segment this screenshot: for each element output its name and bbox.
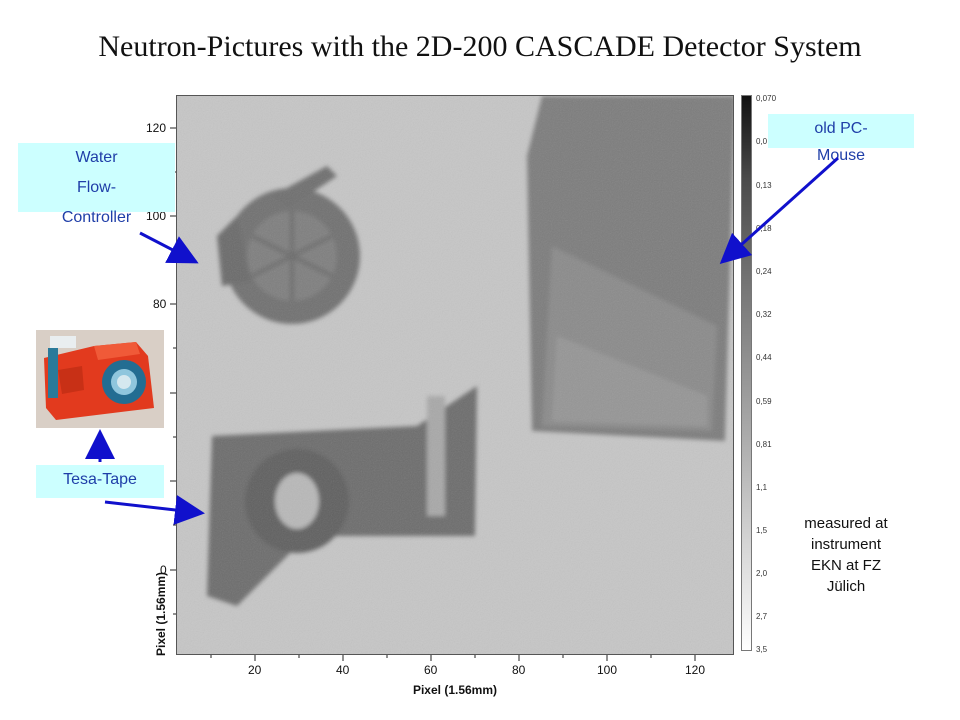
- note-line: measured at: [804, 515, 888, 532]
- callout-line: Controller: [61, 209, 132, 226]
- colorbar-label: 0,070: [756, 94, 777, 103]
- colorbar-label: 0,24: [756, 267, 772, 276]
- x-axis-label: Pixel (1.56mm): [412, 683, 498, 697]
- note-line: instrument: [810, 536, 882, 553]
- note-line: Jülich: [826, 578, 866, 595]
- water-flow-controller-callout: Water Flow- Controller: [18, 143, 175, 226]
- x-tick-label: 120: [685, 663, 706, 677]
- colorbar-label: 2,7: [756, 612, 768, 621]
- colorbar-label: 0,13: [756, 181, 772, 190]
- neutron-image: [177, 96, 733, 654]
- page-title: Neutron-Pictures with the 2D-200 CASCADE…: [98, 30, 862, 63]
- colorbar-label: 3,5: [756, 645, 768, 654]
- callout-line: old PC-: [814, 120, 868, 137]
- y-tick-label: 120: [146, 121, 167, 135]
- colorbar-label: 0,0: [756, 137, 768, 146]
- colorbar-label: 0,44: [756, 353, 772, 362]
- colorbar-label: 1,5: [756, 526, 768, 535]
- callout-line: Mouse: [816, 147, 866, 164]
- tesa-tape-photo: [36, 330, 164, 428]
- callout-line: Flow-: [76, 179, 117, 196]
- colorbar-label: 1,1: [756, 483, 768, 492]
- neutron-image-plot: [176, 95, 734, 655]
- tesa-tape-callout: Tesa-Tape: [36, 465, 164, 498]
- x-tick-label: 40: [336, 663, 350, 677]
- x-tick-label: 20: [248, 663, 262, 677]
- x-tick-label: 100: [597, 663, 618, 677]
- x-tick-label: 80: [512, 663, 526, 677]
- old-pc-mouse-callout: old PC- Mouse: [768, 114, 914, 164]
- y-tick-label: 0: [160, 563, 167, 577]
- y-tick-label: 100: [146, 209, 167, 223]
- y-tick-label: 80: [153, 297, 167, 311]
- colorbar-label: 2,0: [756, 569, 768, 578]
- colorbar: [741, 95, 752, 651]
- colorbar-label: 0,32: [756, 310, 772, 319]
- x-tick-label: 60: [424, 663, 438, 677]
- note-line: EKN at FZ: [810, 557, 881, 574]
- colorbar-label: 0,59: [756, 397, 772, 406]
- colorbar-label: 0,81: [756, 440, 772, 449]
- callout-line: Water: [75, 149, 118, 166]
- colorbar-label: 0,18: [756, 224, 772, 233]
- measurement-note: measured at instrument EKN at FZ Jülich: [776, 513, 916, 597]
- y-axis-label: Pixel (1.56mm): [154, 571, 168, 656]
